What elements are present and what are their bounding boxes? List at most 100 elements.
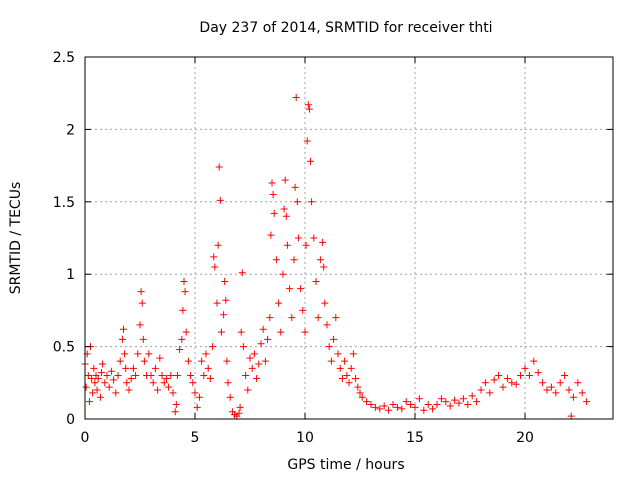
data-point: [147, 372, 155, 380]
data-point: [149, 379, 157, 387]
data-point: [363, 398, 371, 406]
y-tick-label: 0.5: [53, 340, 75, 356]
data-point: [84, 372, 92, 380]
data-point: [385, 406, 393, 414]
data-point: [209, 343, 217, 351]
data-point: [301, 328, 309, 336]
data-point: [490, 376, 498, 384]
data-point: [316, 256, 324, 264]
data-point: [464, 401, 472, 409]
data-point: [213, 299, 221, 307]
axis-ticks: 0 5 10 15 20 0 0.5 1 1.5 2 2.5: [53, 50, 613, 446]
data-point: [583, 398, 591, 406]
data-point: [420, 406, 428, 414]
data-point: [110, 376, 118, 384]
data-point: [134, 350, 142, 358]
data-point: [508, 379, 516, 387]
data-point: [292, 94, 300, 102]
data-point: [336, 364, 344, 372]
data-point: [125, 386, 133, 394]
data-point: [151, 364, 159, 372]
data-point: [376, 405, 384, 413]
data-point: [521, 364, 529, 372]
data-point: [121, 350, 129, 358]
data-point: [567, 412, 575, 420]
data-point: [236, 403, 244, 411]
data-point: [429, 405, 437, 413]
data-point: [321, 299, 329, 307]
data-point: [206, 374, 214, 382]
data-point: [269, 191, 277, 199]
data-point: [167, 372, 175, 380]
data-point: [96, 393, 104, 401]
data-point: [211, 263, 219, 271]
data-point: [160, 379, 168, 387]
data-point: [556, 379, 564, 387]
data-point: [91, 379, 99, 387]
data-point: [103, 372, 111, 380]
data-point: [253, 374, 261, 382]
plot-frame: [84, 56, 614, 420]
data-point: [118, 335, 126, 343]
data-point: [242, 372, 250, 380]
data-point: [356, 389, 364, 397]
data-point: [99, 360, 107, 368]
data-point: [226, 393, 234, 401]
data-point: [495, 372, 503, 380]
data-point: [459, 395, 467, 403]
data-point: [534, 369, 542, 377]
data-point: [367, 401, 375, 409]
data-point: [239, 343, 247, 351]
data-point: [525, 372, 533, 380]
data-point: [116, 357, 124, 365]
data-point: [319, 238, 327, 246]
data-point: [107, 367, 115, 375]
data-point: [371, 403, 379, 411]
data-point: [101, 379, 109, 387]
data-point: [184, 357, 192, 365]
data-point: [310, 234, 318, 242]
data-point: [503, 374, 511, 382]
data-point: [93, 386, 101, 394]
data-point: [120, 325, 127, 333]
data-point: [165, 383, 173, 391]
data-point: [455, 399, 463, 407]
data-point: [349, 350, 357, 358]
data-point: [257, 340, 265, 348]
data-point: [154, 386, 162, 394]
data-point: [499, 383, 507, 391]
data-point: [407, 401, 415, 409]
data-point: [302, 241, 310, 249]
data-point: [334, 350, 342, 358]
data-point: [358, 393, 366, 401]
x-tick-label: 20: [516, 430, 534, 446]
data-point: [182, 328, 190, 336]
data-point: [270, 209, 278, 217]
data-point: [424, 401, 432, 409]
data-point: [341, 357, 349, 365]
data-point: [215, 163, 223, 171]
data-point: [266, 314, 274, 322]
data-point: [283, 241, 291, 249]
data-point: [305, 105, 313, 113]
data-point: [354, 383, 362, 391]
data-point: [569, 393, 577, 401]
data-point: [281, 176, 289, 184]
data-point: [178, 335, 186, 343]
data-point: [172, 401, 180, 409]
data-point: [264, 335, 272, 343]
data-point: [304, 101, 312, 109]
data-point: [169, 389, 177, 397]
data-point: [543, 386, 551, 394]
data-point: [122, 364, 130, 372]
data-point: [193, 403, 201, 411]
data-point: [314, 314, 322, 322]
data-point: [332, 314, 340, 322]
data-point: [82, 383, 90, 391]
data-point: [158, 372, 166, 380]
data-point: [393, 403, 401, 411]
grid-lines: [85, 57, 613, 419]
data-point: [293, 198, 301, 206]
data-point: [415, 395, 423, 403]
data-point: [398, 405, 406, 413]
